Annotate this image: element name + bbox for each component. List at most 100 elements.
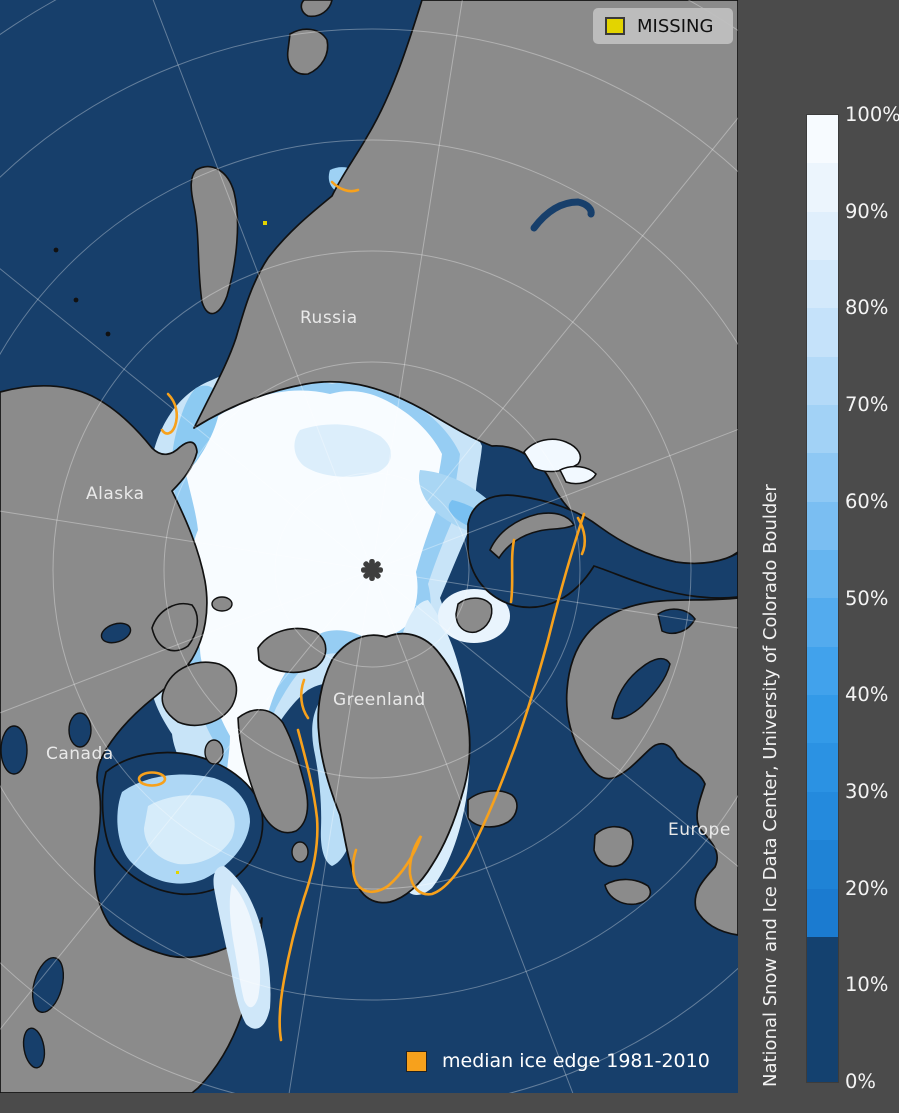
- islet-aleutian-2: [73, 297, 79, 303]
- missing-swatch: [605, 17, 625, 35]
- fjord-bc-1: [31, 957, 65, 1013]
- sea-baltic: [611, 657, 671, 720]
- island-small-2: [204, 739, 224, 765]
- colorbar-tick-100: 100%: [845, 103, 899, 126]
- colorbar-segment-50-55: [807, 550, 838, 599]
- colorbar-segment-75-80: [807, 308, 838, 357]
- meridian-line: [371, 428, 738, 571]
- colorbar-tick-10: 10%: [845, 973, 889, 997]
- island-britain-2: [604, 878, 652, 906]
- sea-ice-map: Russia Alaska Canada Greenland Europe MI…: [0, 0, 738, 1093]
- colorbar-tick-60: 60%: [845, 489, 889, 513]
- ice-edge-kara-2: [576, 516, 587, 556]
- colorbar-tick-30: 30%: [845, 779, 889, 803]
- land-top-edge: [300, 0, 333, 18]
- lake-great-bear: [100, 622, 132, 644]
- colorbar-segment-60-65: [807, 453, 838, 502]
- meridian-line: [371, 569, 738, 868]
- sea-white: [657, 608, 696, 635]
- island-severnaya-1: [523, 438, 582, 473]
- colorbar-segment-55-60: [807, 501, 838, 551]
- latitude-circle: [274, 472, 470, 668]
- lake-inlet-west: [68, 712, 92, 748]
- ice-edge-hudson-contour: [137, 771, 167, 787]
- meridian-line: [0, 268, 373, 571]
- colorbar-segment-70-75: [807, 356, 838, 406]
- ice-core-white: [186, 390, 442, 808]
- island-severnaya-2: [558, 465, 597, 485]
- island-sakhalin: [286, 28, 329, 75]
- colorbar-tick-50: 50%: [845, 586, 889, 610]
- latitude-circle: [163, 361, 581, 779]
- ice-edge-davis: [278, 728, 319, 1042]
- map-label-europe: Europe: [668, 820, 731, 840]
- island-small-1: [211, 596, 233, 612]
- land-greenland: [317, 632, 471, 904]
- colorbar-tick-70: 70%: [845, 393, 889, 417]
- island-ellesmere: [257, 627, 327, 674]
- map-label-alaska: Alaska: [86, 484, 145, 504]
- ice-edge-kara-1: [509, 538, 516, 604]
- island-svalbard: [455, 597, 493, 634]
- map-canvas: [0, 0, 738, 1093]
- map-label-canada: Canada: [46, 744, 114, 764]
- map-label-greenland: Greenland: [333, 690, 426, 710]
- colorbar-tick-40: 40%: [845, 683, 889, 707]
- meridian-line: [152, 0, 373, 571]
- meridian-line: [288, 569, 373, 1093]
- island-britain: [593, 825, 634, 868]
- island-small-3: [291, 841, 309, 863]
- colorbar-segment-35-40: [807, 695, 838, 744]
- map-label-russia: Russia: [300, 308, 358, 328]
- island-victoria: [161, 661, 238, 726]
- colorbar-segment-65-70: [807, 405, 838, 454]
- colorbar-segment-15-20: [807, 888, 838, 937]
- latitude-circle: [0, 28, 738, 1093]
- ice-edge-nares: [299, 678, 310, 720]
- river-inlet-siberia: [530, 198, 595, 232]
- land-novaya-zemlya: [489, 512, 576, 560]
- colorbar-segment-30-35: [807, 743, 838, 792]
- ice-tongue-labrador-core: [229, 884, 261, 1008]
- colorbar-segment-85-90: [807, 211, 838, 261]
- meridian-line: [371, 569, 738, 629]
- colorbar-tick-80: 80%: [845, 296, 889, 320]
- ice-hudson-light: [144, 795, 235, 865]
- median-ice-edge-lines: [137, 180, 587, 1042]
- meridian-line: [0, 569, 373, 714]
- meridian-line: [371, 569, 574, 1093]
- meridian-line: [0, 510, 373, 571]
- ice-edge-legend: median ice edge 1981-2010: [406, 1050, 710, 1072]
- latitude-circle: [0, 139, 738, 1001]
- meridian-line: [371, 0, 463, 571]
- colorbar-segment-25-30: [807, 791, 838, 841]
- colorbar-segment-20-25: [807, 840, 838, 889]
- land-kamchatka: [190, 165, 239, 315]
- colorbar-segment-95-100: [807, 115, 838, 164]
- ice-edge-bering: [160, 392, 179, 435]
- missing-pixel-1: [263, 221, 267, 225]
- fjord-left-edge: [0, 725, 28, 775]
- ice-texture-light: [294, 424, 392, 477]
- credit-text: National Snow and Ice Data Center, Unive…: [760, 484, 781, 1087]
- colorbar-tick-90: 90%: [845, 199, 889, 223]
- graticule: [0, 0, 738, 1093]
- north-pole-marker: [361, 559, 383, 581]
- island-banks: [151, 603, 199, 652]
- island-baffin: [237, 709, 309, 834]
- ice-edge-swatch: [406, 1050, 427, 1072]
- islet-aleutian-1: [53, 247, 59, 253]
- colorbar-segment-45-50: [807, 598, 838, 647]
- meridian-line: [371, 117, 738, 571]
- colorbar: [806, 114, 839, 1083]
- meridian-line: [0, 569, 373, 1031]
- land-europe: [565, 597, 738, 936]
- colorbar-tick-20: 20%: [845, 876, 889, 900]
- ice-edge-label: median ice edge 1981-2010: [442, 1050, 710, 1072]
- colorbar-segment-0-15: [807, 936, 838, 1082]
- colorbar-segment-90-95: [807, 163, 838, 212]
- islet-aleutian-3: [105, 331, 111, 337]
- latitude-circle: [52, 250, 692, 890]
- missing-label: MISSING: [637, 15, 714, 37]
- missing-pixel-2: [176, 871, 179, 874]
